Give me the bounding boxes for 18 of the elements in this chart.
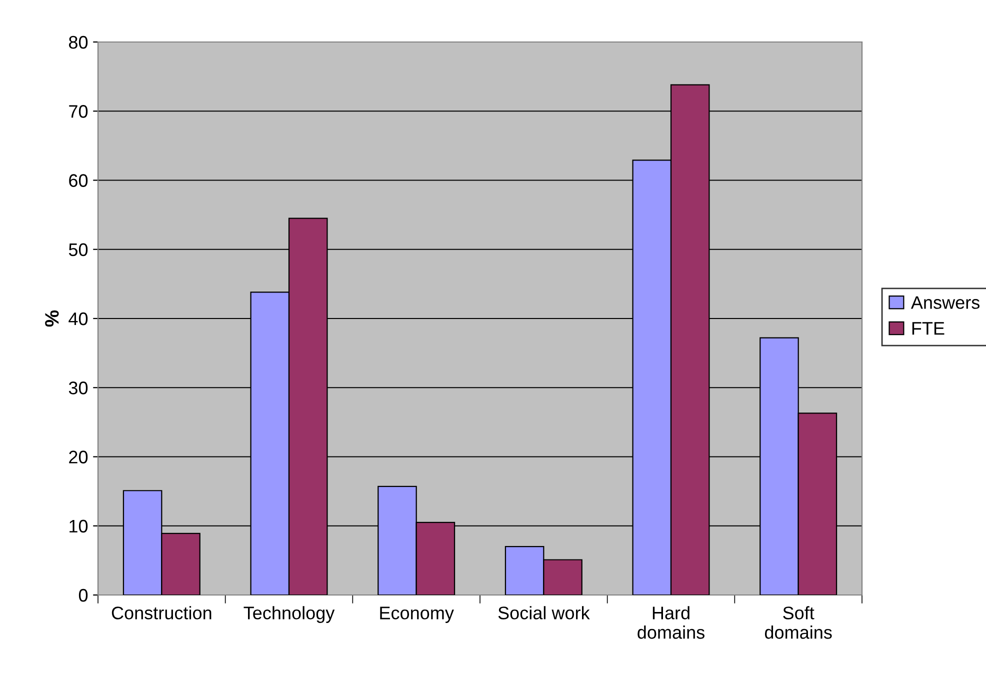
- y-tick-label: 10: [70, 520, 88, 533]
- x-tick-label: Economy: [380, 606, 454, 623]
- x-tick-label: Technology: [244, 606, 335, 623]
- y-tick-label: 60: [69, 174, 88, 187]
- y-tick-label: 70: [69, 105, 88, 118]
- y-tick-label: 30: [68, 382, 88, 394]
- x-tick-label: Social work: [498, 606, 590, 620]
- y-tick-label: 50: [68, 243, 88, 256]
- y-tick-label: 0: [78, 588, 88, 602]
- legend-label: Answers: [910, 296, 980, 309]
- x-tick-label: Construction: [112, 606, 212, 620]
- y-axis-title: %: [45, 310, 59, 327]
- y-tick-label: 20: [69, 450, 88, 464]
- x-tick-label: Hard domains: [638, 606, 704, 639]
- y-tick-label: 80: [68, 36, 88, 49]
- legend-label: FTE: [912, 322, 944, 335]
- y-tick-label: 40: [68, 312, 88, 326]
- x-tick-label: Soft domains: [764, 606, 832, 639]
